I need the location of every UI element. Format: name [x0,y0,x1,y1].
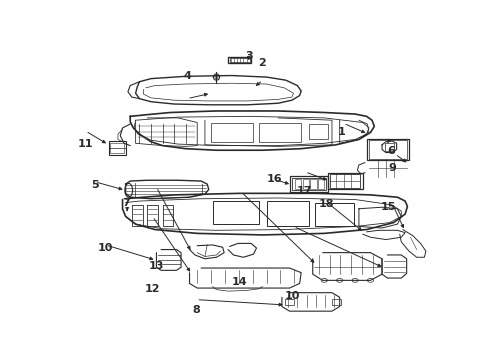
Bar [259,123,301,142]
Bar [213,201,259,224]
Text: 17: 17 [296,186,312,196]
Bar [295,180,301,189]
Bar [328,172,363,189]
Bar [228,57,251,63]
Bar [309,124,328,139]
Text: 4: 4 [183,71,191,81]
Text: 12: 12 [145,284,160,294]
Text: 1: 1 [338,127,345,137]
Text: 6: 6 [387,146,394,156]
Text: 10: 10 [285,291,300,301]
Bar [330,174,361,188]
Bar [110,143,124,153]
Text: 13: 13 [148,261,164,270]
Bar [290,176,328,192]
Bar [303,180,309,189]
Text: 8: 8 [193,305,200,315]
Text: 7: 7 [122,198,130,208]
Text: 11: 11 [78,139,94,149]
Bar [315,203,353,226]
Text: 15: 15 [381,202,396,212]
Text: 14: 14 [232,277,247,287]
Bar [229,58,249,62]
Text: 5: 5 [91,180,98,190]
Bar [211,123,253,142]
Bar [369,140,407,159]
Text: 2: 2 [259,58,267,68]
Text: 3: 3 [245,51,253,61]
Text: 16: 16 [267,174,282,184]
Text: 10: 10 [98,243,114,253]
Text: 18: 18 [319,199,334,209]
Bar [109,141,125,155]
Bar [285,299,294,305]
Bar [332,299,341,305]
Bar [292,178,326,190]
Text: 9: 9 [389,163,396,174]
Bar [318,180,324,189]
Bar [385,143,394,151]
Bar [367,139,409,160]
Bar [311,180,317,189]
Bar [267,201,309,226]
